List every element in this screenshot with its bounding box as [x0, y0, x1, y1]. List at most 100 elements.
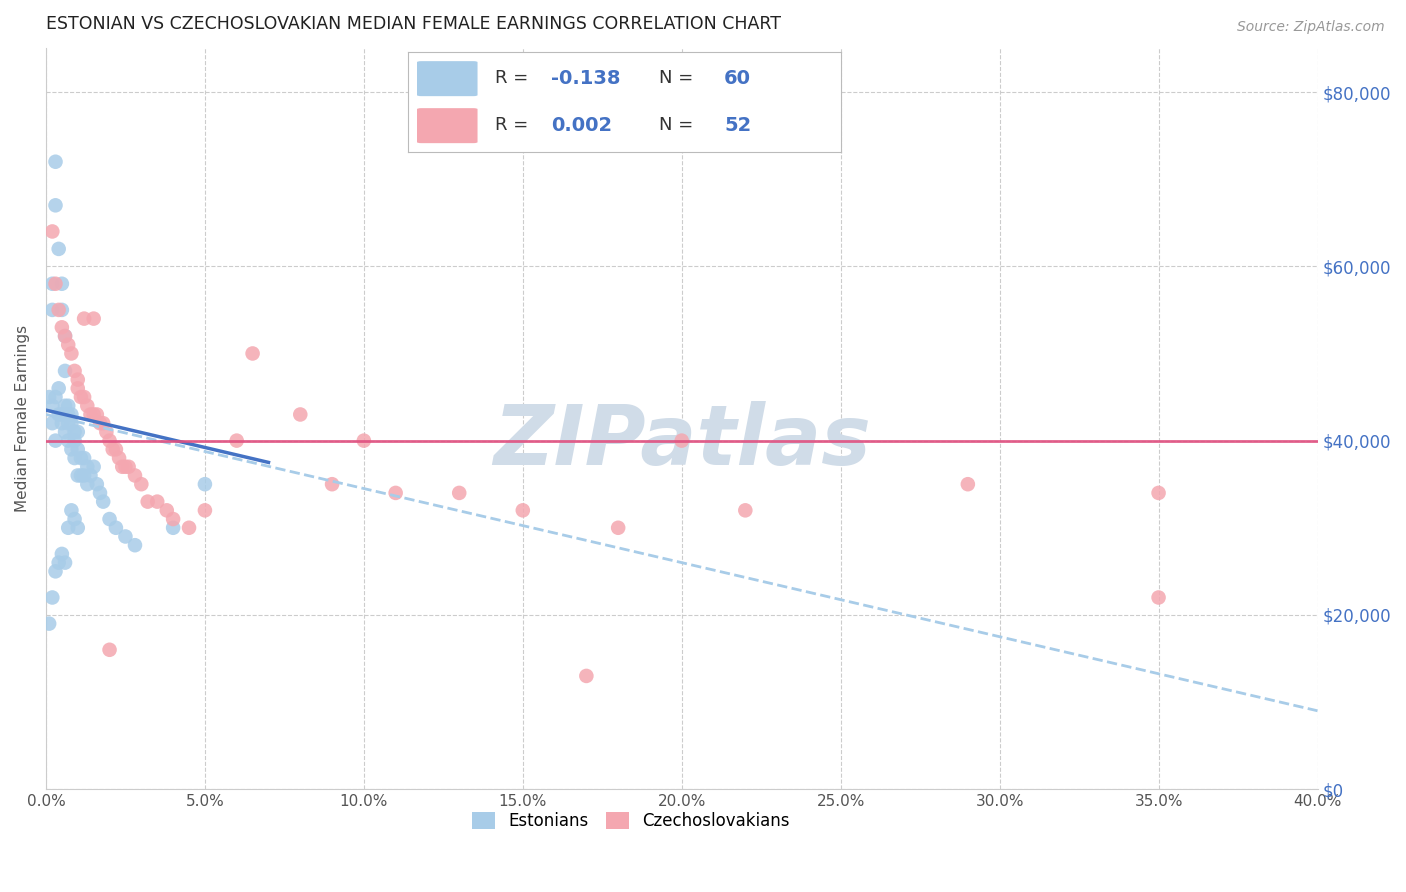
- Point: [44, 565, 66, 579]
- Point: [194, 503, 217, 517]
- Point: [89, 416, 111, 430]
- Point: [38, 616, 60, 631]
- Point: [124, 538, 146, 552]
- Point: [53, 399, 76, 413]
- Point: [53, 425, 76, 439]
- Point: [91, 416, 114, 430]
- Point: [162, 521, 184, 535]
- Point: [38, 390, 60, 404]
- Point: [225, 434, 247, 448]
- Point: [321, 477, 343, 491]
- Point: [98, 434, 121, 448]
- Point: [51, 320, 73, 334]
- Point: [44, 277, 66, 291]
- Point: [53, 364, 76, 378]
- Point: [79, 468, 101, 483]
- Point: [242, 346, 264, 360]
- Point: [53, 329, 76, 343]
- Point: [41, 399, 63, 413]
- Point: [44, 434, 66, 448]
- Point: [60, 346, 83, 360]
- Point: [86, 477, 108, 491]
- Point: [124, 468, 146, 483]
- Point: [131, 477, 153, 491]
- Point: [60, 416, 83, 430]
- Point: [41, 302, 63, 317]
- Point: [53, 556, 76, 570]
- Point: [76, 459, 98, 474]
- Point: [70, 451, 93, 466]
- Point: [353, 434, 375, 448]
- Point: [60, 408, 83, 422]
- Point: [73, 390, 96, 404]
- Point: [48, 302, 70, 317]
- Point: [60, 442, 83, 457]
- Point: [104, 521, 127, 535]
- Point: [177, 521, 200, 535]
- Y-axis label: Median Female Earnings: Median Female Earnings: [15, 326, 30, 512]
- Point: [156, 503, 179, 517]
- Point: [51, 408, 73, 422]
- Point: [58, 521, 80, 535]
- Point: [73, 468, 96, 483]
- Point: [111, 459, 134, 474]
- Point: [63, 512, 86, 526]
- Point: [194, 477, 217, 491]
- Point: [41, 591, 63, 605]
- Point: [63, 434, 86, 448]
- Point: [58, 416, 80, 430]
- Point: [76, 477, 98, 491]
- Point: [734, 503, 756, 517]
- Point: [51, 547, 73, 561]
- Point: [117, 459, 139, 474]
- Point: [73, 451, 96, 466]
- Point: [162, 512, 184, 526]
- Point: [58, 399, 80, 413]
- Point: [114, 529, 136, 543]
- Point: [63, 451, 86, 466]
- Point: [512, 503, 534, 517]
- Point: [58, 408, 80, 422]
- Point: [70, 468, 93, 483]
- Point: [98, 642, 121, 657]
- Point: [48, 381, 70, 395]
- Text: ZIPatlas: ZIPatlas: [494, 401, 870, 482]
- Point: [79, 408, 101, 422]
- Point: [956, 477, 979, 491]
- Point: [48, 242, 70, 256]
- Point: [1147, 486, 1170, 500]
- Point: [384, 486, 406, 500]
- Point: [575, 669, 598, 683]
- Point: [48, 556, 70, 570]
- Point: [58, 434, 80, 448]
- Legend: Estonians, Czechoslovakians: Estonians, Czechoslovakians: [465, 805, 796, 837]
- Point: [73, 311, 96, 326]
- Point: [66, 425, 89, 439]
- Text: ESTONIAN VS CZECHOSLOVAKIAN MEDIAN FEMALE EARNINGS CORRELATION CHART: ESTONIAN VS CZECHOSLOVAKIAN MEDIAN FEMAL…: [46, 15, 780, 33]
- Point: [60, 503, 83, 517]
- Point: [44, 390, 66, 404]
- Text: Source: ZipAtlas.com: Source: ZipAtlas.com: [1237, 20, 1385, 34]
- Point: [136, 494, 159, 508]
- Point: [108, 451, 131, 466]
- Point: [66, 381, 89, 395]
- Point: [290, 408, 312, 422]
- Point: [63, 425, 86, 439]
- Point: [66, 373, 89, 387]
- Point: [41, 224, 63, 238]
- Point: [1147, 591, 1170, 605]
- Point: [101, 442, 124, 457]
- Point: [104, 442, 127, 457]
- Point: [146, 494, 169, 508]
- Point: [51, 302, 73, 317]
- Point: [70, 390, 93, 404]
- Point: [449, 486, 471, 500]
- Point: [83, 311, 105, 326]
- Point: [51, 416, 73, 430]
- Point: [76, 399, 98, 413]
- Point: [44, 198, 66, 212]
- Point: [66, 442, 89, 457]
- Point: [48, 408, 70, 422]
- Point: [66, 521, 89, 535]
- Point: [671, 434, 693, 448]
